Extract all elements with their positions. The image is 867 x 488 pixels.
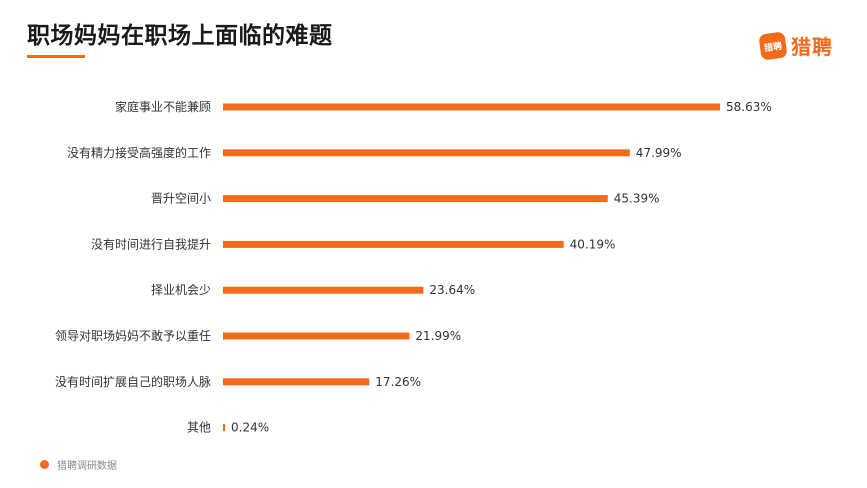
logo-text: 猎聘 [791, 35, 833, 59]
bar [223, 195, 608, 203]
value-label: 40.19% [570, 237, 616, 251]
category-label: 家庭事业不能兼顾 [115, 99, 211, 114]
value-label: 23.64% [429, 283, 475, 297]
value-label: 0.24% [231, 421, 269, 435]
bar [223, 378, 370, 386]
bullet-dot-icon [40, 460, 49, 469]
value-label: 58.63% [726, 100, 772, 114]
bar [223, 103, 720, 111]
chart-title: 职场妈妈在职场上面临的难题 [27, 23, 333, 49]
category-label: 择业机会少 [151, 283, 211, 297]
category-label: 没有时间进行自我提升 [91, 236, 211, 251]
bar [223, 240, 564, 248]
source-note: 猎聘调研数据 [40, 457, 117, 472]
bar [223, 332, 410, 340]
value-label: 17.26% [375, 375, 421, 389]
title-underline [27, 55, 85, 58]
value-label: 21.99% [415, 329, 461, 343]
source-text: 猎聘调研数据 [57, 461, 117, 472]
bar [223, 424, 226, 432]
liepin-logo: 猎聘 猎聘 [758, 30, 833, 61]
category-label: 晋升空间小 [151, 192, 211, 206]
value-label: 45.39% [614, 192, 660, 206]
category-label: 其他 [187, 421, 211, 435]
value-label: 47.99% [636, 146, 682, 160]
category-label: 没有精力接受高强度的工作 [67, 145, 211, 160]
category-label: 没有时间扩展自己的职场人脉 [55, 374, 211, 389]
bar [223, 149, 630, 157]
bar [223, 286, 424, 294]
category-label: 领导对职场妈妈不敢予以重任 [55, 329, 211, 343]
